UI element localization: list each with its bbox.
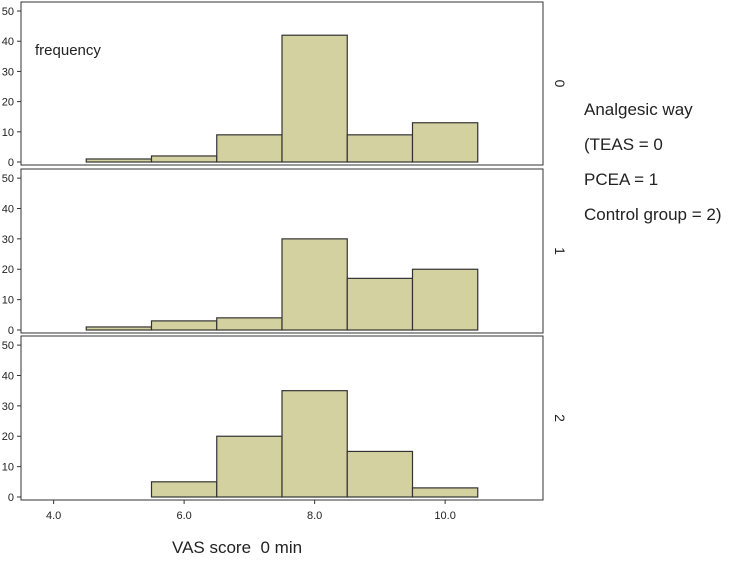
y-tick-label-1-10: 10 bbox=[2, 295, 14, 307]
facet-label-1: 1 bbox=[552, 247, 568, 255]
x-tick-label-10.0: 10.0 bbox=[434, 510, 455, 522]
x-tick-label-6.0: 6.0 bbox=[176, 510, 191, 522]
y-axis-label: frequency bbox=[35, 42, 101, 59]
bar-1-5 bbox=[85, 326, 153, 331]
y-tick-label-0-40: 40 bbox=[2, 36, 14, 48]
y-tick-label-1-30: 30 bbox=[2, 234, 14, 246]
y-tick-label-0-30: 30 bbox=[2, 66, 14, 78]
y-tick-label-2-30: 30 bbox=[2, 401, 14, 413]
legend-line-teas: (TEAS = 0 bbox=[584, 135, 663, 154]
y-tick-label-2-20: 20 bbox=[2, 431, 14, 443]
y-tick-label-2-40: 40 bbox=[2, 370, 14, 382]
bar-0-5 bbox=[85, 158, 153, 163]
bar-2-10 bbox=[411, 487, 479, 498]
y-tick-label-1-20: 20 bbox=[2, 264, 14, 276]
legend-line-pcea: PCEA = 1 bbox=[584, 170, 659, 189]
bar-0-6 bbox=[150, 155, 218, 163]
bar-1-9 bbox=[346, 277, 414, 331]
y-tick-label-2-10: 10 bbox=[2, 462, 14, 474]
bar-0-8 bbox=[281, 34, 348, 163]
x-tick-label-4.0: 4.0 bbox=[46, 510, 61, 522]
y-tick-label-0-50: 50 bbox=[2, 6, 14, 18]
legend-line-control: Control group = 2) bbox=[584, 205, 722, 224]
panel-frame-2 bbox=[20, 335, 544, 501]
legend-title: Analgesic way bbox=[584, 100, 693, 119]
y-tick-label-0-10: 10 bbox=[2, 127, 14, 139]
bar-1-7 bbox=[216, 317, 283, 331]
bar-1-6 bbox=[150, 320, 218, 331]
bar-1-10 bbox=[411, 268, 479, 331]
bar-0-7 bbox=[216, 134, 283, 163]
y-tick-label-0-20: 20 bbox=[2, 97, 14, 109]
panel-frame-0 bbox=[20, 1, 544, 166]
x-axis-label: VAS score 0 min bbox=[172, 538, 303, 557]
y-tick-label-1-0: 0 bbox=[8, 325, 14, 337]
bar-0-10 bbox=[411, 122, 479, 163]
y-tick-label-2-50: 50 bbox=[2, 340, 14, 352]
bar-2-6 bbox=[150, 481, 218, 498]
bar-1-8 bbox=[281, 238, 348, 331]
legend: Analgesic way (TEAS = 0 PCEA = 1 Control… bbox=[584, 92, 722, 232]
y-tick-label-2-0: 0 bbox=[8, 492, 14, 504]
bar-2-7 bbox=[216, 435, 283, 498]
panel-frame-1 bbox=[20, 168, 544, 334]
bar-2-8 bbox=[281, 390, 348, 498]
bar-2-9 bbox=[346, 450, 414, 498]
bar-0-9 bbox=[346, 134, 414, 163]
x-tick-label-8.0: 8.0 bbox=[307, 510, 322, 522]
facet-label-2: 2 bbox=[552, 414, 568, 422]
facet-label-0: 0 bbox=[552, 80, 568, 88]
y-tick-label-1-50: 50 bbox=[2, 173, 14, 185]
y-tick-label-1-40: 40 bbox=[2, 203, 14, 215]
y-tick-label-0-0: 0 bbox=[8, 157, 14, 169]
